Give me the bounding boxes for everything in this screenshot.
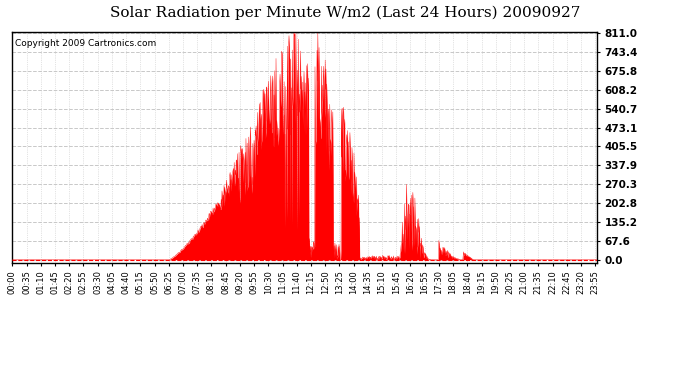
Text: Copyright 2009 Cartronics.com: Copyright 2009 Cartronics.com [15, 39, 157, 48]
Text: Solar Radiation per Minute W/m2 (Last 24 Hours) 20090927: Solar Radiation per Minute W/m2 (Last 24… [110, 6, 580, 20]
